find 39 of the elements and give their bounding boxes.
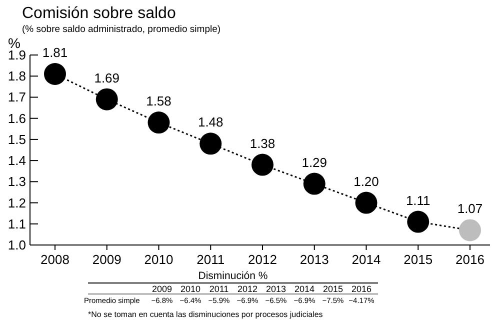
y-tick-label: 1.8: [8, 68, 26, 84]
data-label: 1.38: [250, 136, 276, 151]
category-label: 2012: [237, 284, 258, 294]
chart-subtitle: (% sobre saldo administrado, promedio simple): [22, 24, 221, 35]
y-tick-label: 1.2: [8, 195, 26, 210]
y-tick-label: 1.1: [8, 216, 26, 232]
x-tick-label: 2010: [144, 252, 174, 267]
x-tick-label: 2011: [196, 252, 225, 267]
data-label: 1.48: [198, 114, 224, 130]
y-tick-label: 1.4: [8, 153, 26, 168]
y-tick-label: 1.3: [8, 174, 26, 190]
y-tick-label: 1.0: [8, 238, 26, 252]
data-label: 1.29: [302, 154, 328, 170]
data-label: 1.69: [94, 70, 120, 86]
x-tick-label: 2016: [456, 252, 484, 267]
data-label: 1.20: [354, 174, 379, 189]
category-label: 2016: [351, 284, 372, 294]
x-tick-label: 2012: [248, 252, 277, 267]
x-tick-label: 2008: [40, 252, 70, 267]
y-tick-label: 1.6: [8, 110, 26, 126]
category-label: 2015: [322, 284, 344, 294]
category-label: 2011: [209, 284, 229, 294]
category-label: 2009: [152, 284, 172, 294]
text: Disminución %: [198, 270, 268, 282]
data-label: 1.58: [146, 94, 172, 109]
category-label: 2013: [266, 284, 286, 294]
data-label: 1.11: [406, 192, 430, 208]
x-tick-label: 2014: [352, 252, 381, 267]
data-label: 1.07: [457, 201, 483, 216]
data-label: 1.81: [42, 45, 68, 60]
x-tick-label: 2013: [300, 252, 329, 267]
y-tick-label: 1.5: [8, 132, 26, 147]
category-label: 2014: [294, 284, 315, 294]
category-label: 2010: [180, 284, 201, 294]
text: *No se toman en cuenta las disminuciones por procesos judiciales: [88, 310, 323, 319]
y-tick-label: 1.7: [8, 90, 26, 105]
x-tick-label: 2015: [404, 252, 433, 267]
x-tick-label: 2009: [92, 252, 122, 267]
chart-title: Comisión sobre saldo: [22, 5, 176, 22]
